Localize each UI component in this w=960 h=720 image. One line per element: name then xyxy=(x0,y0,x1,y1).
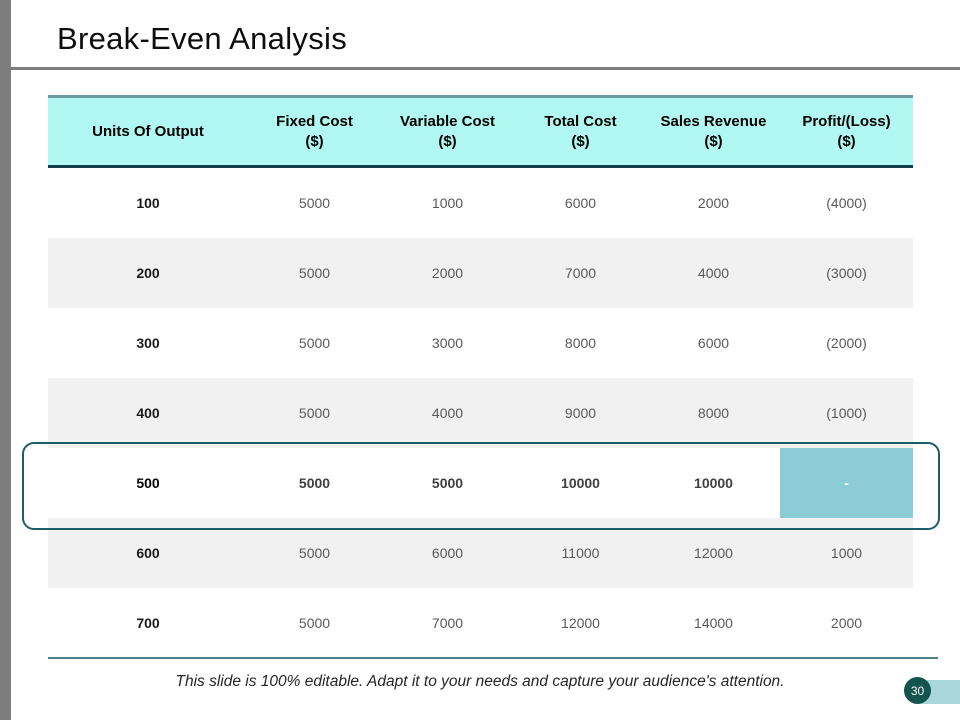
cell-units: 700 xyxy=(136,615,160,631)
cell-units: 400 xyxy=(136,405,160,421)
cell-profit-loss: 2000 xyxy=(830,615,863,631)
cell-sales-revenue: 8000 xyxy=(697,405,730,421)
column-header-unit: ($) xyxy=(837,132,856,150)
cell-total-cost: 12000 xyxy=(561,615,600,631)
column-header-variable-cost: Variable Cost ($) xyxy=(381,98,514,165)
break-even-table: Units Of Output Fixed Cost ($) Variable … xyxy=(48,95,913,658)
column-header-label: Units Of Output xyxy=(92,122,204,140)
table-row: 600 5000 6000 11000 12000 1000 xyxy=(48,518,913,588)
cell-total-cost: 6000 xyxy=(564,195,597,211)
cell-sales-revenue: 10000 xyxy=(694,475,733,491)
cell-variable-cost: 5000 xyxy=(431,475,464,491)
cell-variable-cost: 1000 xyxy=(431,195,464,211)
cell-total-cost: 9000 xyxy=(564,405,597,421)
cell-fixed-cost: 5000 xyxy=(298,615,331,631)
cell-fixed-cost: 5000 xyxy=(298,405,331,421)
table-row: 300 5000 3000 8000 6000 (2000) xyxy=(48,308,913,378)
page-title: Break-Even Analysis xyxy=(57,21,347,56)
cell-units: 200 xyxy=(136,265,160,281)
cell-fixed-cost: 5000 xyxy=(298,195,331,211)
table-row: 200 5000 2000 7000 4000 (3000) xyxy=(48,238,913,308)
cell-sales-revenue: 14000 xyxy=(694,615,733,631)
table-row: 100 5000 1000 6000 2000 (4000) xyxy=(48,168,913,238)
cell-profit-loss-break-even: - xyxy=(780,448,913,518)
column-header-total-cost: Total Cost ($) xyxy=(514,98,647,165)
column-header-sales-revenue: Sales Revenue ($) xyxy=(647,98,780,165)
cell-fixed-cost: 5000 xyxy=(298,545,331,561)
cell-total-cost: 10000 xyxy=(561,475,600,491)
column-header-unit: ($) xyxy=(571,132,590,150)
column-header-label: Variable Cost xyxy=(399,113,496,130)
table-bottom-divider xyxy=(48,657,938,659)
cell-profit-loss: 1000 xyxy=(830,545,863,561)
column-header-units: Units Of Output xyxy=(48,98,248,165)
cell-variable-cost: 7000 xyxy=(431,615,464,631)
column-header-unit: ($) xyxy=(704,132,723,150)
column-header-label: Profit/(Loss) xyxy=(802,113,891,130)
column-header-fixed-cost: Fixed Cost ($) xyxy=(248,98,381,165)
column-header-profit-loss: Profit/(Loss) ($) xyxy=(780,98,913,165)
cell-variable-cost: 6000 xyxy=(431,545,464,561)
cell-profit-loss: (1000) xyxy=(826,405,867,421)
page-number: 30 xyxy=(910,683,925,698)
column-header-label: Sales Revenue xyxy=(660,113,767,130)
cell-variable-cost: 2000 xyxy=(431,265,464,281)
cell-units: 300 xyxy=(136,335,160,351)
cell-units: 100 xyxy=(136,195,160,211)
cell-fixed-cost: 5000 xyxy=(298,335,331,351)
cell-units: 500 xyxy=(136,475,160,491)
cell-units: 600 xyxy=(136,545,160,561)
cell-sales-revenue: 12000 xyxy=(694,545,733,561)
column-header-unit: ($) xyxy=(438,132,457,150)
table-row-break-even: 500 5000 5000 10000 10000 - xyxy=(48,448,913,518)
footer-note: This slide is 100% editable. Adapt it to… xyxy=(175,673,785,690)
cell-variable-cost: 3000 xyxy=(431,335,464,351)
cell-sales-revenue: 2000 xyxy=(697,195,730,211)
cell-profit-loss: (2000) xyxy=(826,335,867,351)
column-header-label: Total Cost xyxy=(544,113,617,130)
cell-profit-loss: (4000) xyxy=(826,195,867,211)
cell-total-cost: 7000 xyxy=(564,265,597,281)
cell-fixed-cost: 5000 xyxy=(298,265,331,281)
title-divider xyxy=(11,67,960,70)
table-row: 400 5000 4000 9000 8000 (1000) xyxy=(48,378,913,448)
table-row: 700 5000 7000 12000 14000 2000 xyxy=(48,588,913,658)
cell-fixed-cost: 5000 xyxy=(298,475,331,491)
cell-variable-cost: 4000 xyxy=(431,405,464,421)
column-header-unit: ($) xyxy=(305,132,324,150)
cell-sales-revenue: 6000 xyxy=(697,335,730,351)
column-header-label: Fixed Cost xyxy=(276,113,353,130)
table-header-row: Units Of Output Fixed Cost ($) Variable … xyxy=(48,95,913,168)
left-accent-bar xyxy=(0,0,11,720)
page-number-badge: 30 xyxy=(904,677,931,704)
cell-profit-loss: (3000) xyxy=(826,265,867,281)
cell-total-cost: 11000 xyxy=(561,545,600,561)
cell-sales-revenue: 4000 xyxy=(697,265,730,281)
cell-total-cost: 8000 xyxy=(564,335,597,351)
